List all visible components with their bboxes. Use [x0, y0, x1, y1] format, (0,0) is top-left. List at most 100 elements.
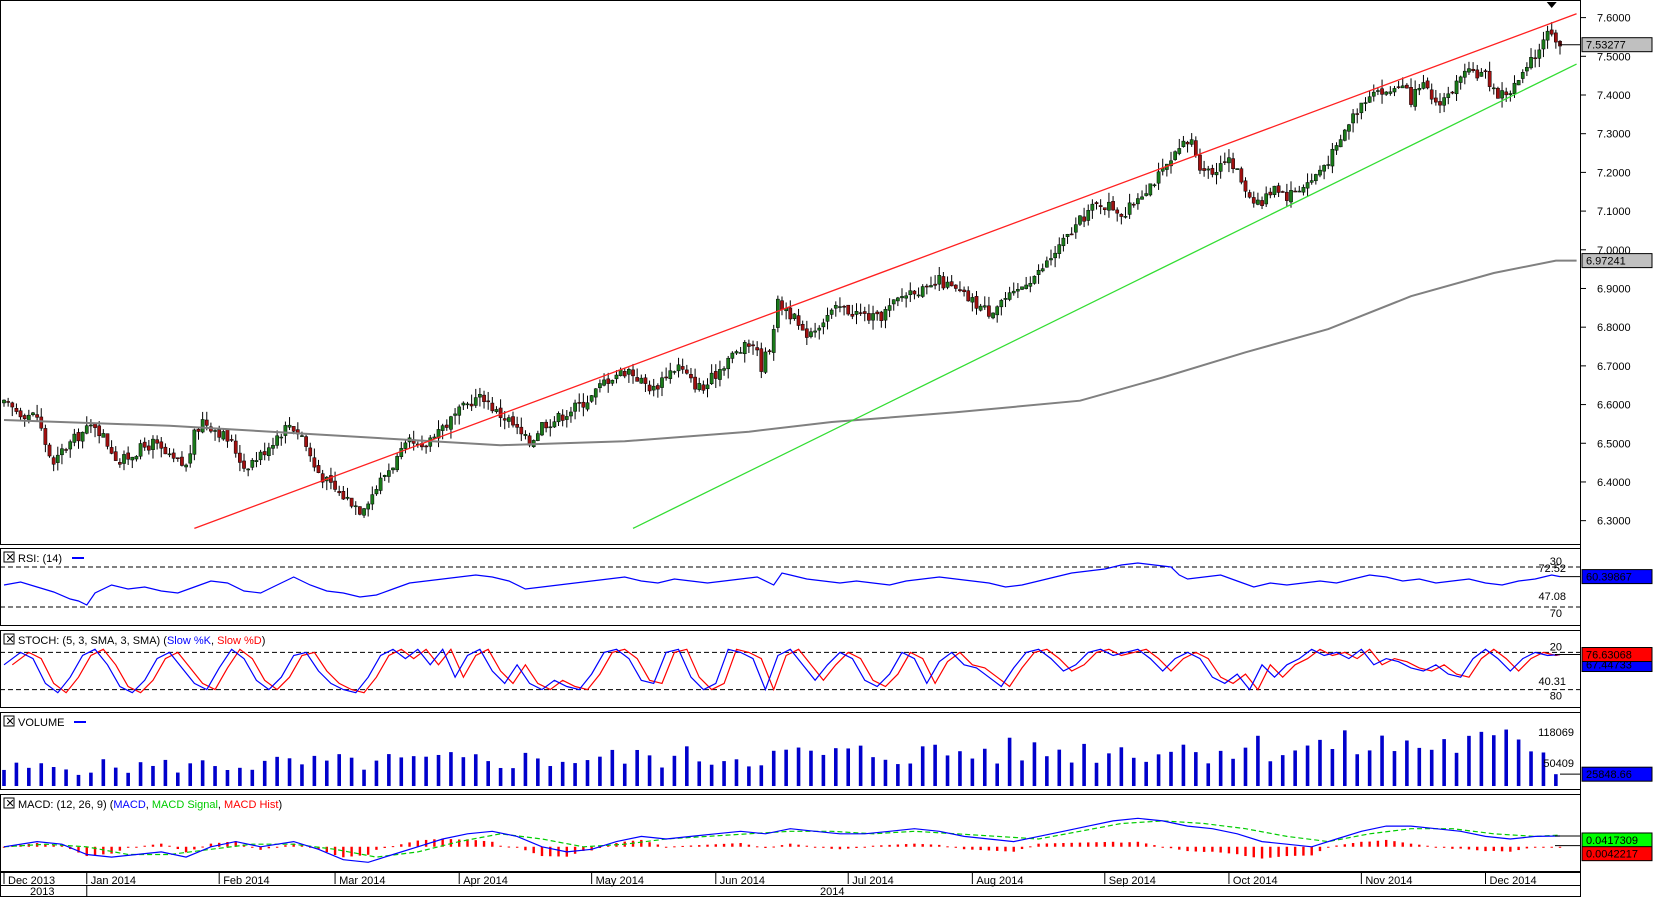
macd-header[interactable]: ✕ MACD: (12, 26, 9) (MACD, MACD Signal, …	[3, 797, 282, 811]
stoch-k-last-label: 76.63068	[1586, 650, 1632, 662]
candle-body	[1007, 292, 1012, 300]
candle-body	[76, 432, 81, 442]
candle-body	[1090, 203, 1095, 211]
volume-bar	[523, 752, 528, 786]
volume-bar	[374, 760, 379, 786]
candle-body	[1247, 192, 1252, 198]
candle-body	[1380, 88, 1384, 95]
candle-body	[1537, 49, 1542, 59]
macd-hist-bar	[1459, 846, 1462, 849]
macd-hist-bar	[847, 846, 850, 849]
candle-body	[705, 384, 710, 390]
candle-body	[1487, 70, 1492, 87]
macd-hist-bar	[722, 843, 726, 847]
volume-bar	[1243, 747, 1248, 786]
volume-bar	[1529, 751, 1533, 786]
macd-hist-bar	[1327, 846, 1330, 848]
candle-body	[684, 369, 689, 374]
candle-body	[1525, 67, 1529, 72]
candle-body	[1434, 97, 1438, 103]
candle-body	[755, 347, 760, 351]
macd-hist-bar	[375, 846, 378, 850]
candle-body	[1313, 174, 1318, 182]
candle-body	[929, 285, 933, 288]
macd-hist-bar	[126, 846, 130, 848]
candle-body	[614, 374, 619, 380]
volume-header[interactable]: ✕ VOLUME	[3, 715, 86, 729]
stoch-close-box[interactable]	[3, 633, 15, 645]
stoch-header[interactable]: ✕ STOCH: (5, 3, SMA, 3, SMA) (Slow %K, S…	[3, 633, 265, 647]
macd-hist-bar	[1169, 846, 1173, 849]
candle-body	[1309, 180, 1314, 183]
macd-hist-bar	[1310, 846, 1313, 856]
candle-body	[1239, 168, 1244, 183]
rsi-header[interactable]: ✕ RSI: (14)	[3, 551, 84, 565]
candle-body	[1351, 113, 1355, 124]
macd-hist-bar	[2, 846, 6, 848]
macd-hist-bar	[168, 845, 171, 847]
macd-hist-bar	[971, 846, 974, 850]
candle-body	[1359, 102, 1364, 114]
support-trendline[interactable]	[632, 63, 1577, 529]
x-tick-label: Jul 2014	[852, 875, 894, 887]
volume-bar	[933, 744, 937, 786]
macd-hist-bar	[102, 846, 105, 855]
macd-hist-bar	[391, 846, 395, 848]
candle-body	[1011, 290, 1016, 294]
candle-body	[817, 327, 822, 331]
volume-bar	[1504, 729, 1509, 786]
volume-bar	[610, 749, 615, 786]
volume-bar	[101, 759, 106, 786]
rsi-close-box[interactable]	[3, 551, 15, 563]
candle-body	[730, 352, 735, 359]
macd-hist-bar	[606, 845, 610, 847]
macd-hist-bar	[838, 846, 842, 850]
candle-body	[35, 414, 39, 418]
candle-body	[167, 453, 172, 456]
macd-hist-bar	[640, 839, 643, 847]
candle-body	[1227, 157, 1231, 164]
volume-bar	[225, 769, 230, 786]
candle-body	[1297, 190, 1302, 193]
macd-hist-bar	[93, 846, 97, 856]
candle-body	[10, 402, 15, 408]
macd-hist-bar	[1550, 846, 1553, 848]
candle-body	[1231, 158, 1235, 170]
volume-bar	[585, 760, 590, 786]
candle-body	[1347, 124, 1351, 132]
volume-bar	[1318, 739, 1322, 786]
candle-body	[171, 452, 176, 459]
candle-body	[564, 416, 569, 420]
resistance-trendline[interactable]	[194, 13, 1577, 530]
macd-close-box[interactable]	[3, 797, 15, 809]
candle-body	[1016, 289, 1020, 292]
macd-hist-bar	[755, 846, 759, 848]
volume-bar	[1268, 761, 1273, 786]
candle-body	[577, 402, 582, 404]
candle-body	[382, 475, 387, 478]
volume-close-box[interactable]	[3, 715, 15, 727]
candle-body	[242, 460, 246, 469]
candle-body	[647, 384, 652, 392]
macd-hist-bar	[573, 846, 577, 854]
volume-bar	[324, 760, 329, 786]
volume-bar	[1491, 735, 1496, 786]
volume-bar	[64, 769, 68, 786]
price-tick-label: 6.6000	[1597, 400, 1631, 412]
candle-body	[606, 378, 611, 384]
macd-hist-bar	[1318, 846, 1322, 852]
candle-body	[1276, 185, 1281, 193]
candle-body	[80, 431, 85, 442]
candle-body	[287, 424, 292, 428]
macd-hist-bar	[85, 846, 88, 857]
candle-body	[1405, 84, 1409, 89]
macd-hist-bar	[656, 844, 660, 847]
candle-body	[374, 489, 379, 495]
volume-last-label: 25848.66	[1586, 769, 1632, 781]
volume-bar	[238, 767, 242, 786]
candle-body	[192, 429, 197, 455]
candle-body	[598, 383, 602, 389]
candle-body	[1264, 193, 1269, 205]
candle-body	[941, 276, 946, 289]
